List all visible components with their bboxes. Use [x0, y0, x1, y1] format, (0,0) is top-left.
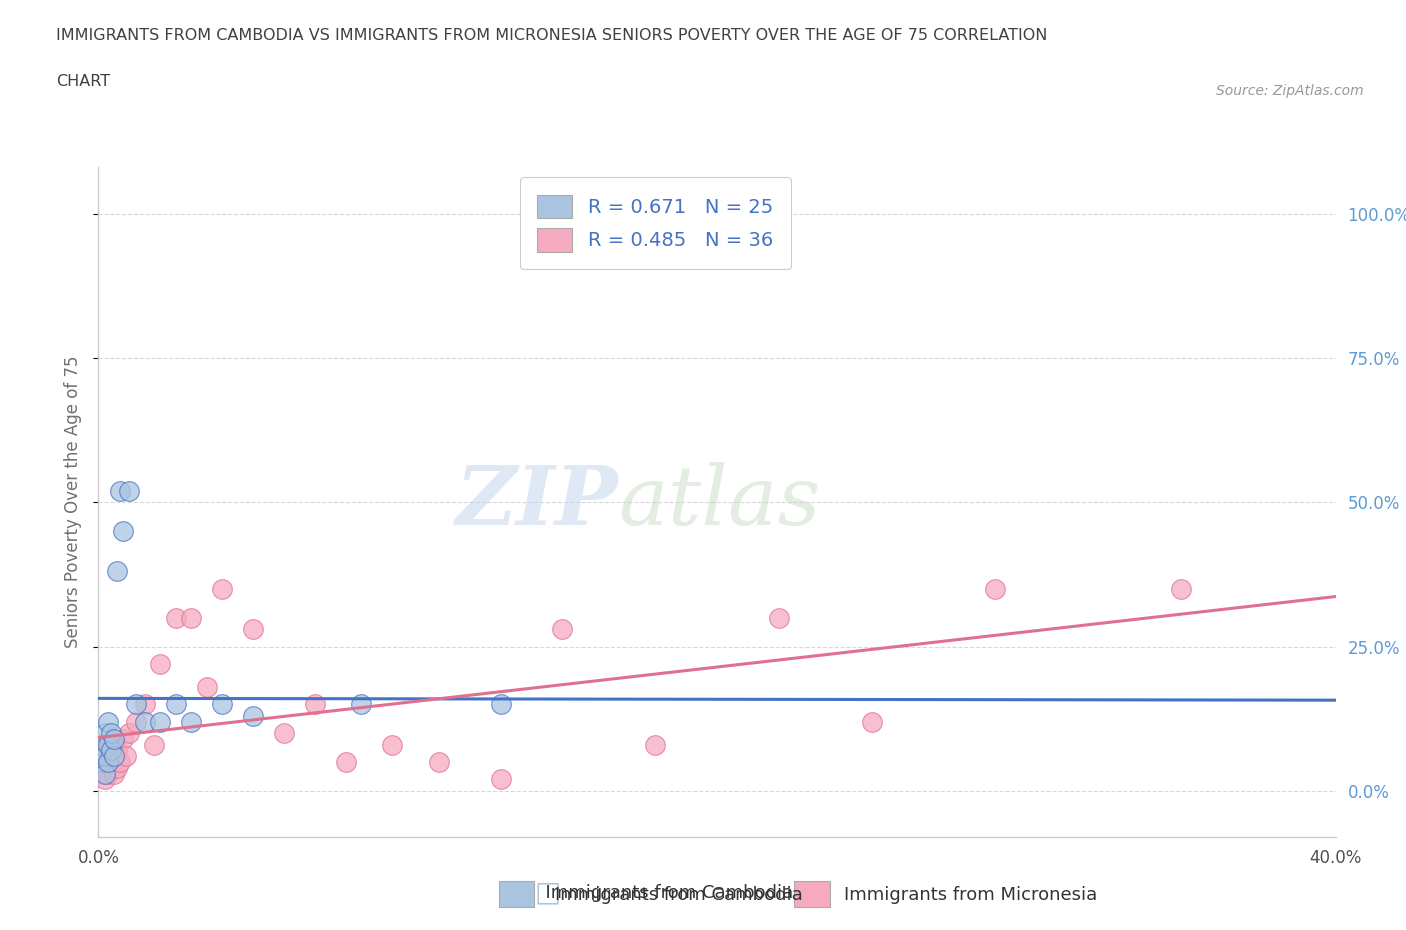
Text: Source: ZipAtlas.com: Source: ZipAtlas.com — [1216, 84, 1364, 98]
Point — [93, 772, 115, 787]
Point — [984, 581, 1007, 596]
Point — [93, 766, 115, 781]
Point — [211, 697, 233, 711]
Text: □: □ — [534, 879, 561, 907]
Point — [93, 749, 115, 764]
Point — [108, 754, 131, 769]
Point — [149, 657, 172, 671]
Point — [93, 754, 115, 769]
Text: IMMIGRANTS FROM CAMBODIA VS IMMIGRANTS FROM MICRONESIA SENIORS POVERTY OVER THE : IMMIGRANTS FROM CAMBODIA VS IMMIGRANTS F… — [56, 28, 1047, 43]
Point — [165, 697, 187, 711]
Text: CHART: CHART — [56, 74, 110, 89]
Point — [551, 622, 574, 637]
Point — [165, 610, 187, 625]
Point — [103, 749, 125, 764]
Point — [90, 754, 112, 769]
Y-axis label: Seniors Poverty Over the Age of 75: Seniors Poverty Over the Age of 75 — [65, 356, 83, 648]
Point — [427, 754, 450, 769]
Point — [381, 737, 404, 752]
Point — [108, 484, 131, 498]
Point — [90, 737, 112, 752]
Point — [768, 610, 790, 625]
Point — [273, 725, 295, 740]
Point — [100, 725, 122, 740]
Point — [105, 743, 128, 758]
Point — [112, 524, 135, 538]
Text: atlas: atlas — [619, 462, 821, 542]
Point — [100, 743, 122, 758]
Text: Immigrants from Cambodia: Immigrants from Cambodia — [534, 884, 793, 902]
Point — [242, 709, 264, 724]
Point — [211, 581, 233, 596]
Point — [335, 754, 357, 769]
Point — [143, 737, 166, 752]
Text: Immigrants from Cambodia: Immigrants from Cambodia — [555, 885, 803, 904]
Point — [97, 766, 120, 781]
Legend: R = 0.671   N = 25, R = 0.485   N = 36: R = 0.671 N = 25, R = 0.485 N = 36 — [520, 177, 790, 270]
Point — [90, 766, 112, 781]
Point — [489, 697, 512, 711]
Point — [644, 737, 666, 752]
Point — [195, 680, 218, 695]
Point — [180, 610, 202, 625]
Point — [860, 714, 883, 729]
Point — [242, 622, 264, 637]
Point — [100, 761, 122, 776]
Point — [103, 737, 125, 752]
Point — [115, 749, 138, 764]
Point — [134, 697, 156, 711]
Point — [118, 725, 141, 740]
Point — [97, 754, 120, 769]
Point — [93, 725, 115, 740]
Point — [105, 761, 128, 776]
Point — [350, 697, 373, 711]
Point — [103, 731, 125, 746]
Point — [97, 743, 120, 758]
Point — [124, 714, 146, 729]
Point — [124, 697, 146, 711]
Point — [97, 737, 120, 752]
Point — [112, 731, 135, 746]
Point — [134, 714, 156, 729]
Text: Immigrants from Micronesia: Immigrants from Micronesia — [844, 885, 1097, 904]
Point — [105, 564, 128, 578]
Text: ZIP: ZIP — [456, 462, 619, 542]
Point — [118, 484, 141, 498]
Point — [180, 714, 202, 729]
Point — [97, 714, 120, 729]
Point — [149, 714, 172, 729]
Point — [100, 749, 122, 764]
Point — [1170, 581, 1192, 596]
Point — [489, 772, 512, 787]
Point — [304, 697, 326, 711]
Point — [103, 766, 125, 781]
